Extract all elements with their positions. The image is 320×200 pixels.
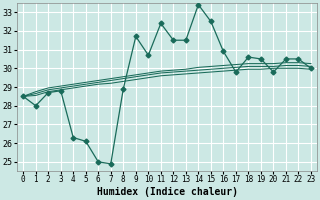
X-axis label: Humidex (Indice chaleur): Humidex (Indice chaleur): [97, 187, 237, 197]
